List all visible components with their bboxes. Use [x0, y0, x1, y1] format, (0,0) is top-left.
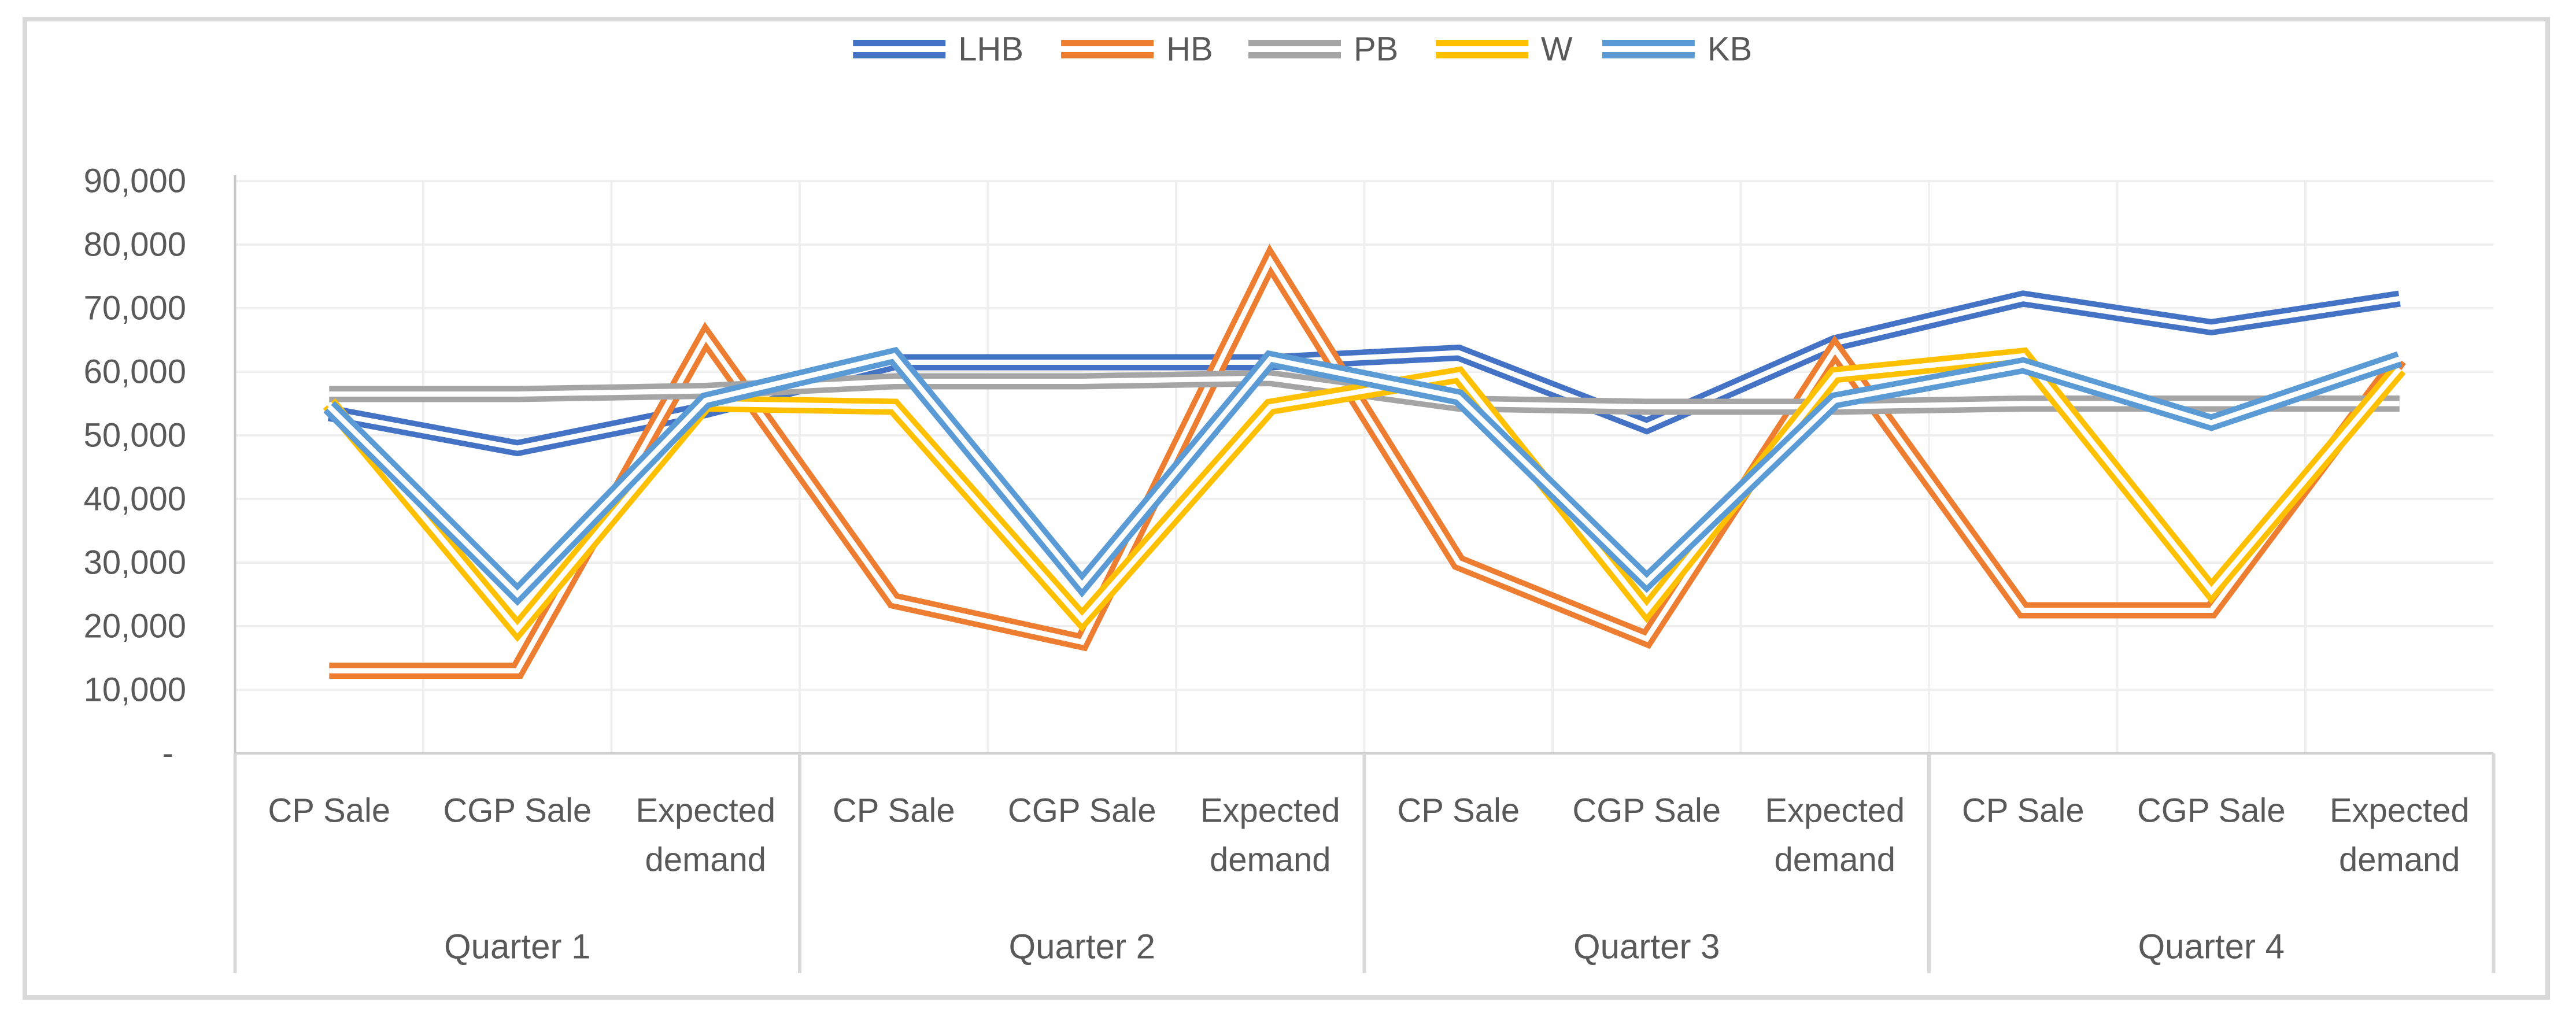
- legend-swatch-bottom-HB: [1061, 52, 1154, 58]
- quarter-group-label: Quarter 2: [1009, 927, 1155, 966]
- legend-swatch-bottom-PB: [1248, 52, 1341, 58]
- category-label: CGP Sale: [1008, 792, 1156, 830]
- y-axis-tick-label: 20,000: [84, 608, 186, 645]
- y-axis-tick-label: 90,000: [84, 162, 186, 200]
- legend-swatch-top-W: [1435, 40, 1528, 46]
- legend-swatch-top-KB: [1602, 40, 1695, 46]
- quarter-group-label: Quarter 3: [1573, 927, 1720, 966]
- y-axis-tick-label: 60,000: [84, 353, 186, 391]
- legend-swatch-top-LHB: [853, 40, 946, 46]
- quarter-group-label: Quarter 4: [2138, 927, 2285, 966]
- category-label-line1: Expected: [1200, 792, 1340, 830]
- legend-swatch-top-HB: [1061, 40, 1154, 46]
- category-label-line2: demand: [645, 841, 766, 879]
- y-axis-tick-label: 10,000: [84, 671, 186, 709]
- legend-swatch-top-PB: [1248, 40, 1341, 46]
- legend-label-HB: HB: [1166, 31, 1213, 68]
- category-label: CGP Sale: [2137, 792, 2286, 830]
- category-label-line1: Expected: [635, 792, 775, 830]
- category-label: CGP Sale: [1572, 792, 1721, 830]
- category-label-line1: Expected: [1765, 792, 1905, 830]
- legend-label-KB: KB: [1708, 31, 1752, 68]
- y-axis-tick-label: -: [162, 735, 173, 772]
- y-axis-tick-label: 50,000: [84, 417, 186, 454]
- category-label: CP Sale: [833, 792, 955, 830]
- legend-label-PB: PB: [1354, 31, 1398, 68]
- category-label-line2: demand: [1210, 841, 1331, 879]
- category-label: CGP Sale: [443, 792, 592, 830]
- legend-swatch-bottom-LHB: [853, 52, 946, 58]
- category-label: CP Sale: [268, 792, 390, 830]
- legend-label-W: W: [1541, 31, 1573, 68]
- legend-swatch-bottom-W: [1435, 52, 1528, 58]
- series-line-core-KB: [327, 353, 2401, 598]
- series-line-core-LHB: [328, 295, 2400, 451]
- category-label: CP Sale: [1397, 792, 1520, 830]
- y-axis-tick-label: 30,000: [84, 544, 186, 582]
- y-axis-tick-label: 40,000: [84, 480, 186, 518]
- category-label: CP Sale: [1962, 792, 2085, 830]
- y-axis-tick-label: 80,000: [84, 226, 186, 264]
- category-label-line2: demand: [2339, 841, 2460, 879]
- category-label-line2: demand: [1774, 841, 1895, 879]
- legend-label-LHB: LHB: [958, 31, 1023, 68]
- legend-swatch-bottom-KB: [1602, 52, 1695, 58]
- category-label-line1: Expected: [2330, 792, 2470, 830]
- quarter-group-label: Quarter 1: [444, 927, 590, 966]
- y-axis-tick-label: 70,000: [84, 290, 186, 327]
